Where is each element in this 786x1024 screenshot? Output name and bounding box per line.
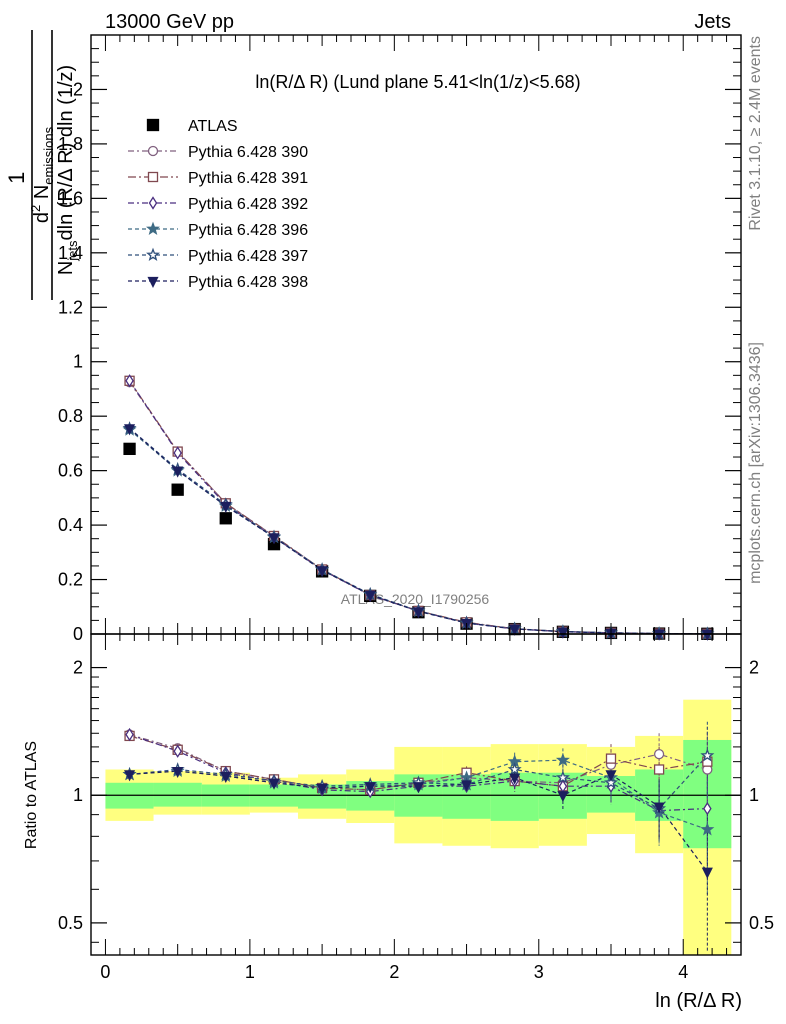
legend-marker xyxy=(147,171,159,183)
main-ytick-label: 1.6 xyxy=(58,188,83,208)
main-ytick-label: 0.2 xyxy=(58,570,83,590)
xtick-label: 1 xyxy=(245,962,255,982)
ratio-point xyxy=(653,764,665,775)
legend-marker xyxy=(148,196,158,210)
ratio-point xyxy=(557,791,569,803)
ratio-point xyxy=(653,802,665,814)
ratio-point xyxy=(605,753,617,764)
main-point xyxy=(173,446,182,460)
axes: 0 0.2 0.4 0.6 0.8 1 1.2 1.4 1.6 1.8 2 0 1 2 3 4 0.5 0.5 1 1… xyxy=(58,34,774,982)
ratio-point xyxy=(172,766,184,779)
legend: ATLAS Pythia 6.428 390 Pythia 6.428 391 Pyt… xyxy=(128,118,308,291)
main-point xyxy=(364,590,376,602)
main-ytick-label: 1.2 xyxy=(58,297,83,317)
ratio-point xyxy=(555,752,570,767)
main-point xyxy=(124,424,136,436)
main-ytick-label: 1 xyxy=(73,352,83,372)
ratio-ytick-label-right: 2 xyxy=(749,658,759,678)
ratio-point xyxy=(604,775,618,789)
ratio-bands xyxy=(91,699,741,955)
rivet-label: Rivet 3.1.10, ≥ 2.4M events xyxy=(747,36,764,231)
main-point xyxy=(171,483,184,496)
ratio-series xyxy=(122,721,715,951)
main-point xyxy=(316,566,328,578)
main-point xyxy=(412,607,425,619)
main-ytick-label: 0.8 xyxy=(58,406,83,426)
main-point xyxy=(557,627,569,639)
xtick-label: 2 xyxy=(389,962,399,982)
ratio-point xyxy=(173,744,182,758)
xtick-label: 0 xyxy=(100,962,110,982)
ratio-ytick-label-right: 0.5 xyxy=(749,913,774,933)
ratio-point xyxy=(316,783,328,795)
xtick-label: 3 xyxy=(534,962,544,982)
main-point xyxy=(268,533,280,545)
ratio-point xyxy=(703,801,712,816)
main-ytick-label: 0.4 xyxy=(58,515,83,535)
main-ytick-label: 0 xyxy=(73,624,83,644)
legend-marker xyxy=(147,276,159,288)
legend-marker xyxy=(147,145,159,157)
header-left: 13000 GeV pp xyxy=(105,11,234,33)
ratio-point xyxy=(605,770,617,782)
ratio-ytick-label: 2 xyxy=(73,658,83,678)
plot-title: ln(R/Δ R) (Lund plane 5.41<ln(1/z)<5.68) xyxy=(255,72,580,92)
ratio-point xyxy=(125,727,134,742)
legend-label: Pythia 6.428 396 xyxy=(188,222,308,239)
ratio-point xyxy=(653,748,665,760)
main-point xyxy=(123,442,136,456)
legend-label: Pythia 6.428 391 xyxy=(188,170,308,187)
watermark: ATLAS_2020_I1790256 xyxy=(341,591,490,607)
main-point xyxy=(701,629,713,641)
main-point xyxy=(125,374,134,388)
ratio-point xyxy=(461,780,473,792)
ratio-point xyxy=(220,771,232,783)
ratio-point xyxy=(509,773,521,785)
ratio-point xyxy=(700,822,715,836)
legend-label: Pythia 6.428 392 xyxy=(188,196,308,213)
main-ytick-label: 1.4 xyxy=(58,243,83,263)
legend-marker xyxy=(146,247,160,261)
ratio-point xyxy=(507,762,522,776)
main-ytick-label: 0.6 xyxy=(58,461,83,481)
legend-label: Pythia 6.428 397 xyxy=(188,248,308,265)
ratio-point xyxy=(364,782,376,794)
main-point xyxy=(509,624,521,636)
main-ytick-label: 1.8 xyxy=(58,134,83,154)
xtick-label: 4 xyxy=(678,962,688,982)
header-right: Jets xyxy=(694,11,731,33)
legend-marker xyxy=(146,221,160,235)
legend-label: ATLAS xyxy=(188,118,238,135)
svg-text:Njetsdln (R/Δ R) dln (1/z): Njetsdln (R/Δ R) dln (1/z) xyxy=(55,65,80,275)
main-ytick-label: 2 xyxy=(73,79,83,99)
legend-label: Pythia 6.428 398 xyxy=(188,274,308,291)
ratio-frame xyxy=(90,633,742,956)
legend-marker xyxy=(146,118,160,132)
svg-text:1 d2 Nemissions: 1 d2 Nemissions xyxy=(4,126,56,223)
ratio-ylabel: Ratio to ATLAS xyxy=(23,741,40,849)
ratio-point xyxy=(700,748,715,762)
ratio-ytick-label-right: 1 xyxy=(749,785,759,805)
main-point xyxy=(220,501,232,513)
ratio-point xyxy=(268,778,280,790)
main-ylabel: 1 d2 Nemissions Njetsdln (R/Δ R) dln (1/… xyxy=(4,30,80,300)
main-point xyxy=(219,512,232,525)
ratio-point xyxy=(412,782,425,794)
legend-label: Pythia 6.428 390 xyxy=(188,144,308,161)
ratio-ytick-label: 1 xyxy=(73,785,83,805)
main-point xyxy=(172,466,184,478)
xlabel: ln (R/Δ R) xyxy=(655,990,742,1012)
ratio-point xyxy=(555,770,570,784)
ratio-point xyxy=(701,867,713,879)
mcplots-label: mcplots.cern.ch [arXiv:1306.3436] xyxy=(747,342,764,584)
ratio-ytick-label: 0.5 xyxy=(58,913,83,933)
ratio-point xyxy=(124,770,136,782)
